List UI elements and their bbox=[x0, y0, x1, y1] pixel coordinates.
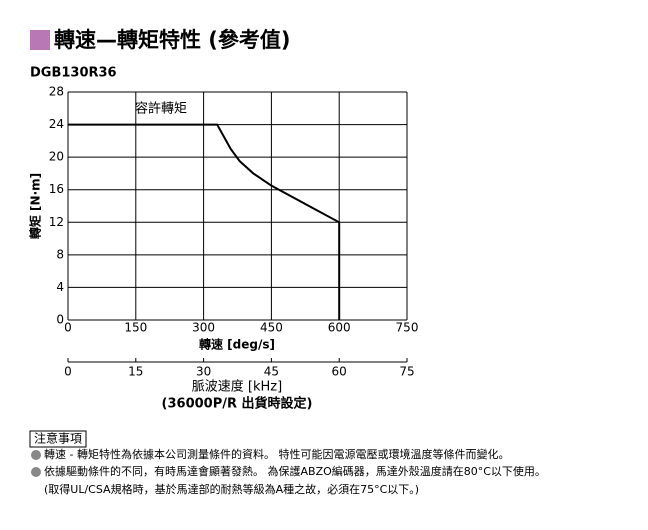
y-tick-label: 20 bbox=[49, 150, 64, 164]
x2-tick-label: 60 bbox=[332, 365, 347, 379]
y-tick-label: 28 bbox=[49, 85, 64, 99]
x-tick-label: 750 bbox=[396, 321, 419, 335]
x2-axis-label: 脈波速度 [kHz] bbox=[192, 379, 282, 395]
note-line: 轉速 - 轉矩特性為依據本公司測量條件的資料。 特性可能因電源電壓或環境溫度等條… bbox=[44, 447, 509, 461]
chart-title: 轉速—轉矩特性 (參考值) bbox=[54, 28, 291, 52]
y-tick-label: 4 bbox=[56, 280, 64, 294]
chart-subtitle: DGB130R36 bbox=[30, 66, 117, 81]
y-tick-label: 8 bbox=[56, 247, 64, 261]
x2-tick-label: 30 bbox=[196, 365, 211, 379]
x-tick-label: 600 bbox=[328, 321, 351, 335]
bullet bbox=[31, 450, 41, 460]
torque-line bbox=[68, 123, 341, 320]
bullet bbox=[31, 467, 41, 477]
y-tick-label: 0 bbox=[56, 313, 64, 327]
y-tick-label: 16 bbox=[49, 182, 64, 196]
y-axis-label: 轉矩 [N·m] bbox=[28, 173, 43, 239]
title-icon bbox=[30, 30, 50, 50]
x2-tick-label: 15 bbox=[128, 365, 143, 379]
y-tick-label: 12 bbox=[49, 215, 64, 229]
x2-tick-label: 0 bbox=[64, 365, 72, 379]
y-tick-label: 24 bbox=[49, 117, 64, 131]
note-line: (取得UL/CSA規格時，基於馬達部的耐熱等級為A種之故，必須在75°C以下。) bbox=[44, 482, 419, 496]
x-tick-label: 300 bbox=[192, 321, 215, 335]
x2-axis-note: (36000P/R 出貨時設定) bbox=[162, 396, 313, 412]
x-axis-label: 轉速 [deg/s] bbox=[199, 337, 275, 352]
notes-box bbox=[29, 430, 87, 448]
x2-tick-label: 45 bbox=[264, 365, 279, 379]
annotation: 容許轉矩 bbox=[135, 101, 187, 117]
x-tick-label: 150 bbox=[124, 321, 147, 335]
notes-title: 注意事項 bbox=[34, 431, 82, 446]
note-line: 依據驅動條件的不同，有時馬達會顯著發熱。 為保護ABZO編碼器，馬達外殼溫度請在… bbox=[44, 464, 546, 478]
x-tick-label: 450 bbox=[260, 321, 283, 335]
x-tick-label: 0 bbox=[64, 321, 72, 335]
x2-tick-label: 75 bbox=[399, 365, 414, 379]
